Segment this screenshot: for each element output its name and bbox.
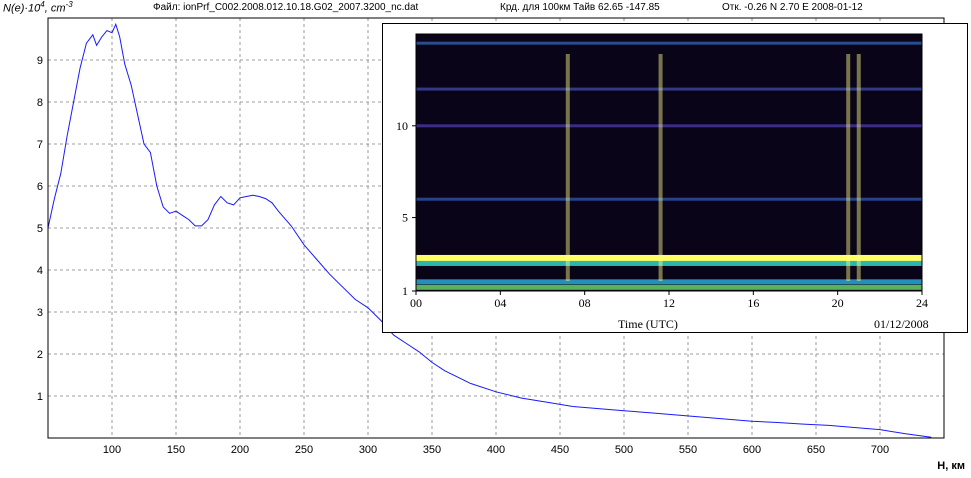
x-tick-label: 650 xyxy=(807,444,825,456)
x-tick-label: 100 xyxy=(103,444,121,456)
y-tick-label: 5 xyxy=(37,223,43,235)
x-tick-label: 550 xyxy=(679,444,697,456)
y-tick-label: 3 xyxy=(37,307,43,319)
y-tick-label: 2 xyxy=(37,349,43,361)
spectrogram-inset xyxy=(382,23,968,333)
main-tick-labels: 100 150 200 250 300 350 400 450 500 550 600 650 700 1… xyxy=(37,55,889,456)
x-tick-label: 500 xyxy=(615,444,633,456)
x-tick-label: 150 xyxy=(167,444,185,456)
y-tick-label: 4 xyxy=(37,265,43,277)
y-tick-label: 1 xyxy=(37,391,43,403)
x-tick-label: 400 xyxy=(487,444,505,456)
y-tick-label: 6 xyxy=(37,181,43,193)
coordinates-label: Крд. для 100км Тайв 62.65 -147.85 xyxy=(500,2,660,13)
x-axis-title: H, км xyxy=(937,460,965,472)
y-tick-label: 9 xyxy=(37,55,43,67)
x-tick-label: 600 xyxy=(743,444,761,456)
profile-line xyxy=(47,22,932,438)
x-tick-label: 350 xyxy=(423,444,441,456)
y-tick-label: 8 xyxy=(37,97,43,109)
x-tick-label: 200 xyxy=(231,444,249,456)
x-tick-label: 250 xyxy=(295,444,313,456)
y-axis-title-main: N(e)·10 xyxy=(3,2,41,15)
y-tick-label: 7 xyxy=(37,139,43,151)
y-axis-title-exp: 4 xyxy=(40,0,45,9)
file-name-label: Файл: ionPrf_C002.2008.012.10.18.G02_200… xyxy=(153,2,419,13)
offset-date-label: Отк. -0.26 N 2.70 E 2008-01-12 xyxy=(722,2,863,13)
y-axis-title: N(e)·104, cm-3 xyxy=(3,0,73,15)
spectrogram-date-label: 01/12/2008 xyxy=(874,317,929,331)
y-axis-title-unit: , cm xyxy=(44,2,66,15)
x-tick-label: 700 xyxy=(871,444,889,456)
x-tick-label: 300 xyxy=(359,444,377,456)
x-tick-label: 450 xyxy=(551,444,569,456)
y-axis-title-unit-exp: -3 xyxy=(65,0,73,9)
spectrogram-x-axis-title: Time (UTC) xyxy=(618,317,678,331)
